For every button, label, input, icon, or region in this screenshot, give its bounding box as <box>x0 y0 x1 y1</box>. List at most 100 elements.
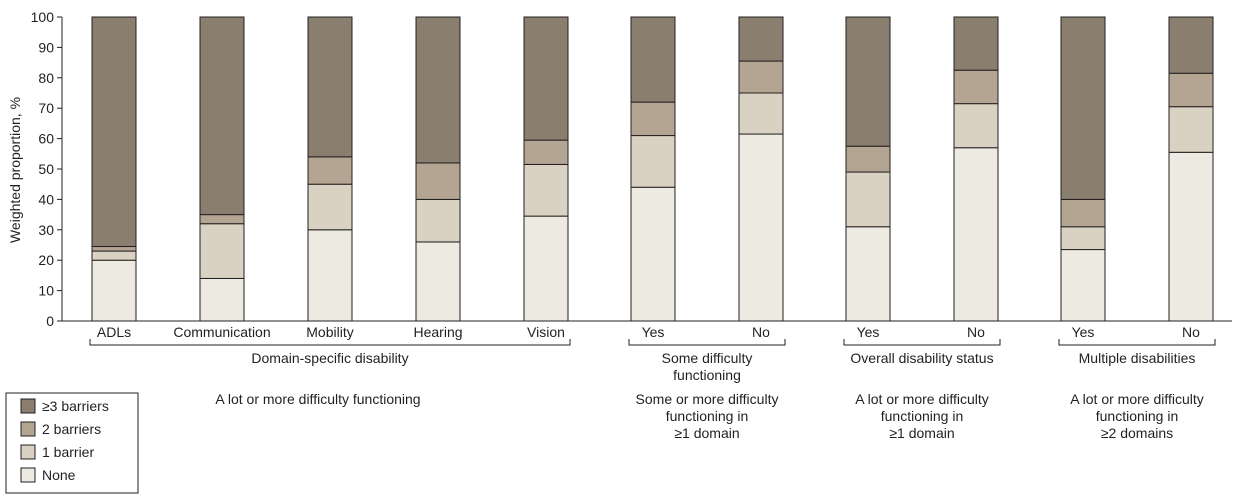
group-description: A lot or more difficulty functioning <box>215 391 420 407</box>
bar-stack <box>415 16 461 322</box>
y-tick-label: 80 <box>38 70 54 86</box>
legend-label: 2 barriers <box>42 421 101 437</box>
bar-segment <box>199 277 245 322</box>
bar-segment <box>415 162 461 200</box>
x-tick-label: Vision <box>527 324 565 340</box>
bracket-line <box>628 339 786 346</box>
bar-segment <box>845 16 891 147</box>
bar-segment <box>1060 16 1106 200</box>
bar-segment <box>953 147 999 322</box>
bar-segment <box>845 145 891 173</box>
bar-segment <box>415 16 461 164</box>
bar-segment <box>199 223 245 279</box>
bracket-line <box>843 339 1001 346</box>
bar-segment <box>738 92 784 135</box>
legend-swatch <box>20 467 36 483</box>
group-description: A lot or more difficulty functioning in ≥1… <box>855 391 989 441</box>
x-tick-label: ADLs <box>97 324 131 340</box>
legend-swatch <box>20 421 36 437</box>
bar-stack <box>845 16 891 322</box>
y-tick-label: 90 <box>38 39 54 55</box>
bar-segment <box>1060 198 1106 228</box>
group-label: Overall disability status <box>850 350 993 366</box>
group-bracket: Overall disability status A lot or more d… <box>843 339 1001 441</box>
x-tick-label: Mobility <box>306 324 353 340</box>
bar-segment <box>91 246 137 252</box>
bar-stack <box>1060 16 1106 322</box>
x-tick-label: Yes <box>1072 324 1095 340</box>
y-tick-label: 50 <box>38 161 54 177</box>
bar-segment <box>91 259 137 322</box>
y-tick-label: 30 <box>38 222 54 238</box>
legend-swatch <box>20 444 36 460</box>
bar-stack <box>523 16 569 322</box>
group-description: Some or more difficulty functioning in ≥1 … <box>636 391 779 441</box>
bar-segment <box>630 16 676 103</box>
bar-stack <box>199 16 245 322</box>
x-tick-label: No <box>967 324 985 340</box>
bar-segment <box>523 16 569 141</box>
bar-segment <box>738 60 784 94</box>
x-tick-label: Communication <box>173 324 270 340</box>
bar-segment <box>307 183 353 231</box>
x-axis: ADLs Communication Mobility Hearing Vision Ye… <box>62 320 1232 340</box>
bar-stack <box>307 16 353 322</box>
bar-segment <box>415 241 461 322</box>
bar-segment <box>1168 151 1214 322</box>
y-tick-label: 40 <box>38 191 54 207</box>
bar-segment <box>845 226 891 322</box>
bracket-line <box>89 339 571 346</box>
group-labels: Domain-specific disability A lot or more … <box>89 339 1216 441</box>
bar-stack <box>91 16 137 322</box>
bar-segment <box>91 250 137 261</box>
bar-segment <box>953 16 999 71</box>
y-axis: 0 10 20 30 40 50 60 70 80 90 100 <box>31 9 63 329</box>
group-bracket: Domain-specific disability A lot or more … <box>89 339 571 407</box>
bar-segment <box>1168 72 1214 108</box>
bar-segment <box>415 198 461 243</box>
group-bracket: Multiple disabilities A lot or more diffi… <box>1058 339 1216 441</box>
bar-segment <box>1168 106 1214 153</box>
bar-segment <box>738 16 784 62</box>
bar-stack <box>630 16 676 322</box>
bar-segment <box>307 16 353 158</box>
group-label: Domain-specific disability <box>251 350 408 366</box>
legend-swatch <box>20 398 36 414</box>
bar-segment <box>953 69 999 105</box>
bar-segment <box>630 186 676 322</box>
x-tick-label: Yes <box>642 324 665 340</box>
bar-segment <box>845 171 891 228</box>
group-bracket: Some difficulty functioning Some or more d… <box>628 339 786 441</box>
y-tick-label: 20 <box>38 252 54 268</box>
group-description: A lot or more difficulty functioning in ≥2… <box>1070 391 1204 441</box>
bar-segment <box>307 156 353 185</box>
y-tick-label: 60 <box>38 131 54 147</box>
legend: ≥3 barriers 2 barriers 1 barrier None <box>5 392 139 494</box>
bar-segment <box>523 215 569 322</box>
y-axis-label: Weighted proportion, % <box>7 97 23 243</box>
bar-segment <box>630 135 676 188</box>
y-tick-label: 10 <box>38 283 54 299</box>
bar-segment <box>1060 249 1106 322</box>
bar-segment <box>523 163 569 217</box>
bar-segment <box>199 214 245 225</box>
bar-segment <box>1060 226 1106 251</box>
legend-label: ≥3 barriers <box>42 398 109 414</box>
bar-segment <box>953 103 999 149</box>
x-tick-label: No <box>1182 324 1200 340</box>
bar-segment <box>630 101 676 137</box>
y-tick-label: 100 <box>31 9 55 25</box>
bar-segment <box>523 139 569 165</box>
y-tick-label: 70 <box>38 100 54 116</box>
bar-segment <box>1168 16 1214 74</box>
bar-segment <box>307 229 353 322</box>
x-tick-label: No <box>752 324 770 340</box>
x-tick-label: Hearing <box>413 324 462 340</box>
bar-stack <box>738 16 784 322</box>
legend-label: None <box>42 467 76 483</box>
x-tick-label: Yes <box>857 324 880 340</box>
legend-label: 1 barrier <box>42 444 94 460</box>
bar-segment <box>199 16 245 216</box>
bar-segment <box>91 16 137 248</box>
